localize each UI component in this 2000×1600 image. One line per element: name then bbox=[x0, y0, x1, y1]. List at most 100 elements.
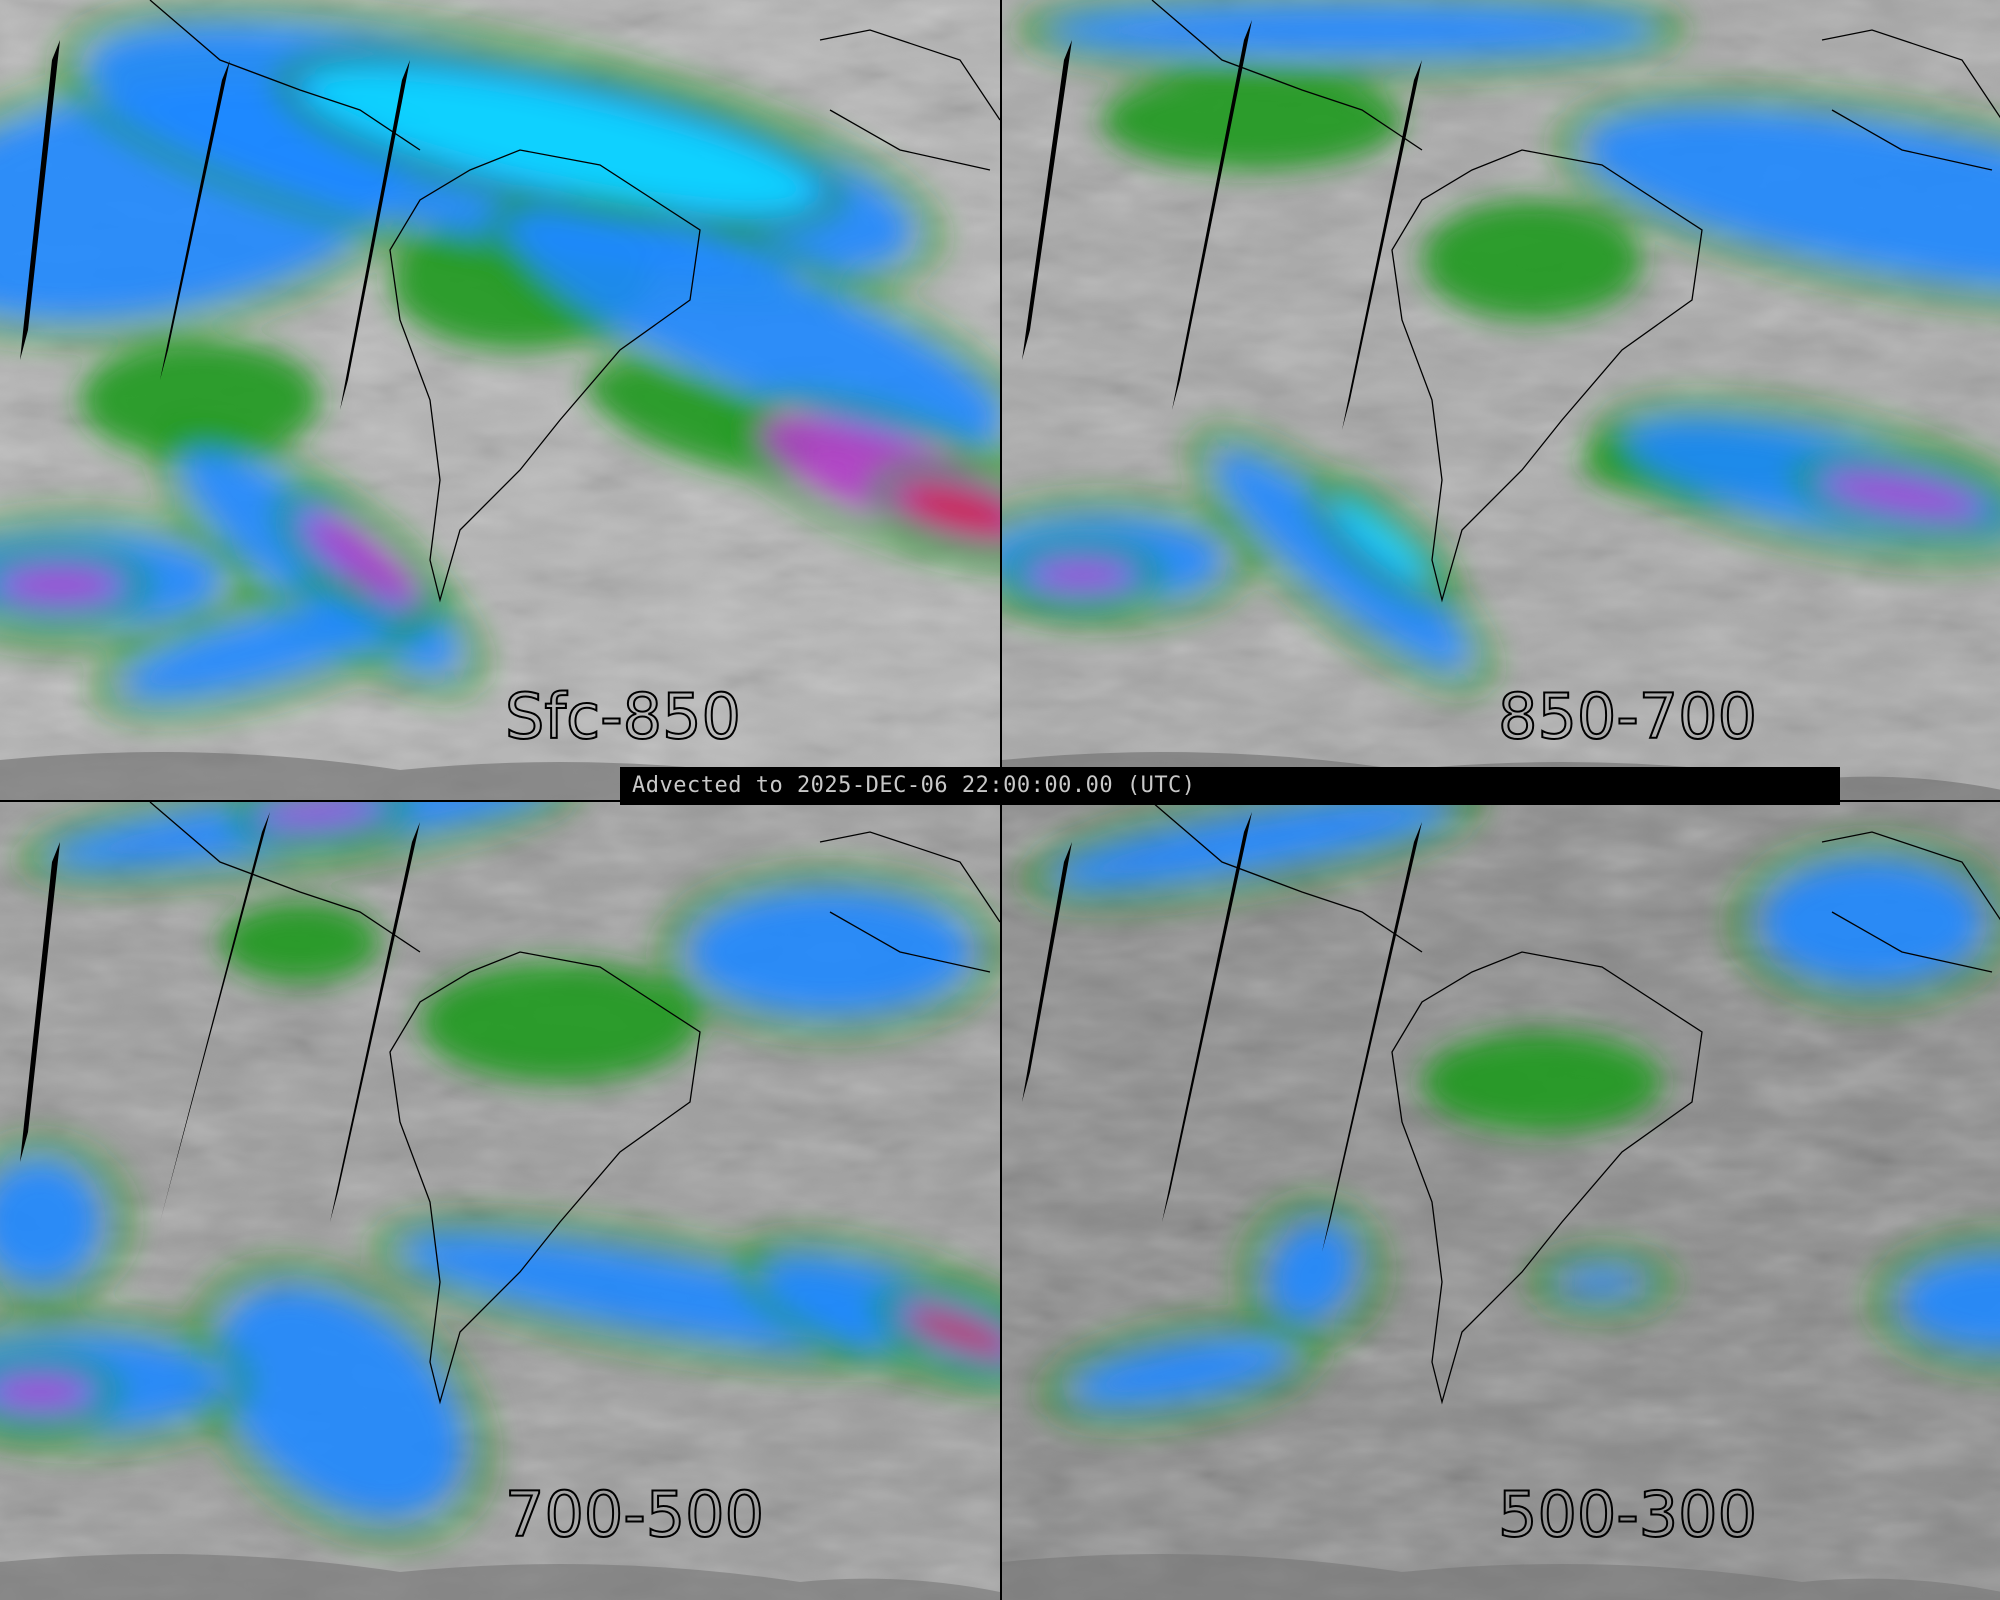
moisture-plume-edge bbox=[1002, 495, 1254, 625]
satellite-data-gap bbox=[160, 60, 230, 380]
moisture-plume-edge bbox=[1730, 837, 2000, 1007]
moisture-plume bbox=[124, 603, 396, 697]
moisture-plume bbox=[901, 488, 1000, 532]
moisture-plume-edge bbox=[1189, 427, 1495, 693]
moisture-plume-edge bbox=[20, 802, 580, 887]
panel-label-layer: 700-500 bbox=[504, 1477, 765, 1552]
panel-700-500: 700-500 bbox=[0, 802, 1000, 1600]
map-image bbox=[1002, 802, 2000, 1600]
moisture-plume bbox=[1269, 1224, 1355, 1320]
moisture-plume bbox=[0, 569, 120, 601]
moisture-plume-edge bbox=[1002, 538, 1164, 612]
satellite-data-gap bbox=[1022, 842, 1072, 1102]
moisture-plume bbox=[260, 802, 380, 824]
coastline-africa bbox=[1821, 831, 2000, 973]
panel-label-layer: 850-700 bbox=[1497, 679, 1758, 754]
moisture-plumes bbox=[1002, 0, 2000, 693]
antarctica bbox=[0, 1554, 1000, 1600]
moisture-plume-edge bbox=[1020, 0, 1684, 80]
coastline-central-america bbox=[1151, 0, 1423, 151]
panel-label: 500-300 bbox=[1498, 1478, 1757, 1551]
coastline-central-america bbox=[1151, 802, 1423, 953]
moisture-plume bbox=[586, 364, 814, 476]
moisture-plume bbox=[1102, 70, 1402, 170]
moisture-plume-edge bbox=[0, 1353, 122, 1431]
satellite-data-gap bbox=[1162, 812, 1252, 1222]
moisture-plume bbox=[1073, 1340, 1291, 1404]
coastline-south-america bbox=[1391, 149, 1703, 603]
moisture-plume bbox=[1217, 453, 1467, 667]
moisture-plume bbox=[218, 1288, 462, 1516]
moisture-plume bbox=[1422, 200, 1642, 320]
moisture-plume-edge bbox=[735, 1233, 1000, 1391]
satellite-data-gap bbox=[1342, 60, 1422, 430]
moisture-plume bbox=[1586, 111, 2000, 289]
satellite-data-gap bbox=[1022, 40, 1072, 360]
moisture-plume-edge bbox=[1791, 450, 2000, 540]
moisture-plume-edge bbox=[228, 802, 412, 848]
satellite-data-gap bbox=[1322, 822, 1422, 1252]
moisture-plume-edge bbox=[1594, 395, 2000, 565]
map-image bbox=[0, 802, 1000, 1600]
moisture-plume-edge bbox=[274, 487, 446, 633]
moisture-plume bbox=[303, 514, 417, 606]
coastline-africa bbox=[819, 831, 1000, 973]
panel-sfc-850: Sfc-850 bbox=[0, 0, 1000, 800]
panel-label-layer: 500-300 bbox=[1497, 1477, 1758, 1552]
moisture-plume bbox=[305, 70, 815, 210]
moisture-plume bbox=[420, 962, 700, 1082]
moisture-plume bbox=[1762, 862, 1982, 982]
satellite-data-gap bbox=[20, 842, 60, 1162]
moisture-plume-edge bbox=[188, 1260, 492, 1544]
moisture-plume bbox=[80, 340, 320, 460]
moisture-plume-edge bbox=[1041, 1316, 1323, 1428]
moisture-plume-edge bbox=[870, 463, 1000, 557]
moisture-plume-edge bbox=[57, 2, 943, 298]
moisture-plume bbox=[1562, 1272, 1642, 1292]
moisture-plume-edge bbox=[727, 392, 1000, 568]
moisture-plume bbox=[0, 1162, 100, 1282]
panel-label-layer: Sfc-850 bbox=[504, 679, 742, 754]
moisture-plume bbox=[1335, 500, 1429, 580]
satellite-data-gap bbox=[1172, 20, 1252, 410]
moisture-plume bbox=[903, 1307, 1000, 1357]
coastline-south-america bbox=[389, 951, 701, 1405]
map-image bbox=[0, 0, 1000, 800]
coastline-central-america bbox=[149, 0, 421, 151]
moisture-plume-edge bbox=[1870, 1232, 2000, 1372]
moisture-plume bbox=[1902, 1257, 2000, 1347]
antarctica bbox=[1002, 1554, 2000, 1600]
coastline-africa bbox=[1821, 29, 2000, 171]
coastline-africa bbox=[819, 29, 1000, 171]
moisture-plume bbox=[1823, 474, 1981, 516]
moisture-plume-edge bbox=[1554, 87, 2000, 313]
moisture-plume bbox=[517, 217, 1000, 443]
satellite-data-gap bbox=[330, 822, 420, 1222]
satellite-data-gap bbox=[20, 40, 60, 360]
coastline-south-america bbox=[1391, 951, 1703, 1405]
advection-time-banner: Advected to 2025-DEC-06 22:00:00.00 (UTC… bbox=[620, 767, 1840, 805]
satellite-data-gap bbox=[340, 60, 410, 410]
panel-850-700: 850-700 bbox=[1002, 0, 2000, 800]
map-image bbox=[1002, 0, 2000, 800]
moisture-plume-edge bbox=[0, 1312, 252, 1452]
moisture-plume-edge bbox=[487, 194, 1000, 466]
moisture-plume-edge bbox=[273, 47, 847, 233]
coastline-south-america bbox=[389, 149, 701, 603]
moisture-plume bbox=[1422, 1032, 1662, 1132]
moisture-plume bbox=[1032, 563, 1132, 587]
panel-500-300: 500-300 bbox=[1002, 802, 2000, 1600]
moisture-plume-edge bbox=[1239, 1197, 1385, 1347]
moisture-plume bbox=[0, 1378, 90, 1406]
moisture-plume-edge bbox=[872, 1283, 1000, 1381]
moisture-plume bbox=[1054, 802, 1450, 885]
moisture-plume bbox=[690, 892, 970, 1012]
panel-label: 850-700 bbox=[1498, 680, 1757, 753]
moisture-plume bbox=[220, 902, 380, 982]
moisture-plume-edge bbox=[658, 867, 1000, 1037]
moisture-plume-edge bbox=[1307, 473, 1457, 607]
moisture-plume-edge bbox=[0, 544, 152, 626]
panel-label: Sfc-850 bbox=[505, 680, 741, 753]
panel-label: 700-500 bbox=[505, 1478, 764, 1551]
